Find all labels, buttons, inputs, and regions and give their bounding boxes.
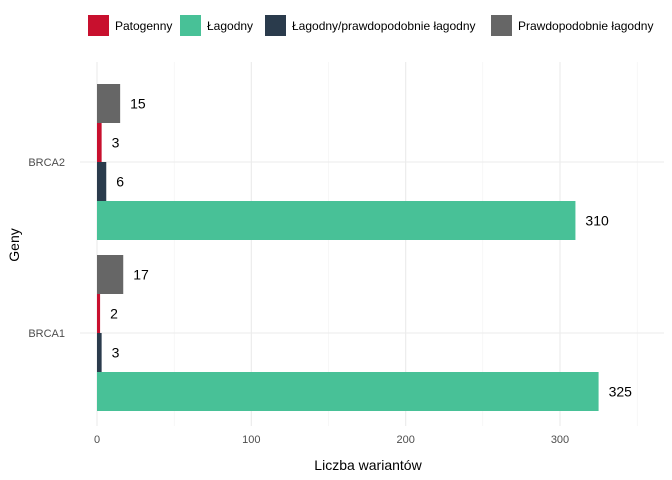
y-tick-label: BRCA2 [28, 157, 65, 169]
x-axis-ticks: 0 100 200 300 [94, 434, 569, 446]
bar-brca2-prawdopodobnie-lagodny [97, 84, 121, 123]
legend-label-lagodny: Łagodny [207, 19, 253, 33]
data-label-brca2-patogenny: 3 [112, 135, 120, 151]
legend-swatch-lagodny-prawdopodobnie-lagodny [265, 15, 286, 36]
legend-label-lagodny-prawdopodobnie-lagodny: Łagodny/prawdopodobnie łagodny [292, 19, 476, 33]
data-label-brca1-lagodny-prawdopodobnie-lagodny: 3 [112, 345, 120, 361]
data-label-brca2-lagodny: 310 [585, 213, 609, 229]
x-tick-label: 100 [242, 434, 260, 446]
legend-label-prawdopodobnie-lagodny: Prawdopodobnie łagodny [518, 19, 653, 33]
bar-brca1-lagodny-prawdopodobnie-lagodny [97, 333, 102, 372]
bars [97, 84, 599, 411]
grid-lines [80, 62, 664, 426]
legend: Patogenny Łagodny Łagodny/prawdopodobnie ł… [88, 15, 653, 36]
y-axis-ticks: BRCA2 BRCA1 [28, 157, 65, 340]
bar-brca1-patogenny [97, 294, 101, 333]
bar-brca1-lagodny [97, 372, 599, 411]
data-labels: 15 3 6 310 17 2 3 325 [110, 96, 632, 400]
bar-brca2-lagodny [97, 201, 576, 240]
data-label-brca1-patogenny: 2 [110, 306, 118, 322]
y-axis-title: Geny [6, 228, 22, 261]
legend-swatch-patogenny [88, 15, 109, 36]
data-label-brca2-prawdopodobnie-lagodny: 15 [130, 96, 146, 112]
data-label-brca2-lagodny-prawdopodobnie-lagodny: 6 [116, 174, 124, 190]
x-tick-label: 300 [551, 434, 569, 446]
data-label-brca1-lagodny: 325 [609, 384, 633, 400]
x-tick-label: 0 [94, 434, 100, 446]
x-axis-title: Liczba wariantów [314, 457, 422, 473]
bar-brca1-prawdopodobnie-lagodny [97, 255, 124, 294]
legend-swatch-prawdopodobnie-lagodny [491, 15, 512, 36]
data-label-brca1-prawdopodobnie-lagodny: 17 [133, 267, 149, 283]
legend-label-patogenny: Patogenny [115, 19, 172, 33]
y-tick-label: BRCA1 [28, 328, 65, 340]
legend-swatch-lagodny [180, 15, 201, 36]
x-tick-label: 200 [396, 434, 414, 446]
bar-brca2-lagodny-prawdopodobnie-lagodny [97, 162, 107, 201]
bar-brca2-patogenny [97, 123, 102, 162]
